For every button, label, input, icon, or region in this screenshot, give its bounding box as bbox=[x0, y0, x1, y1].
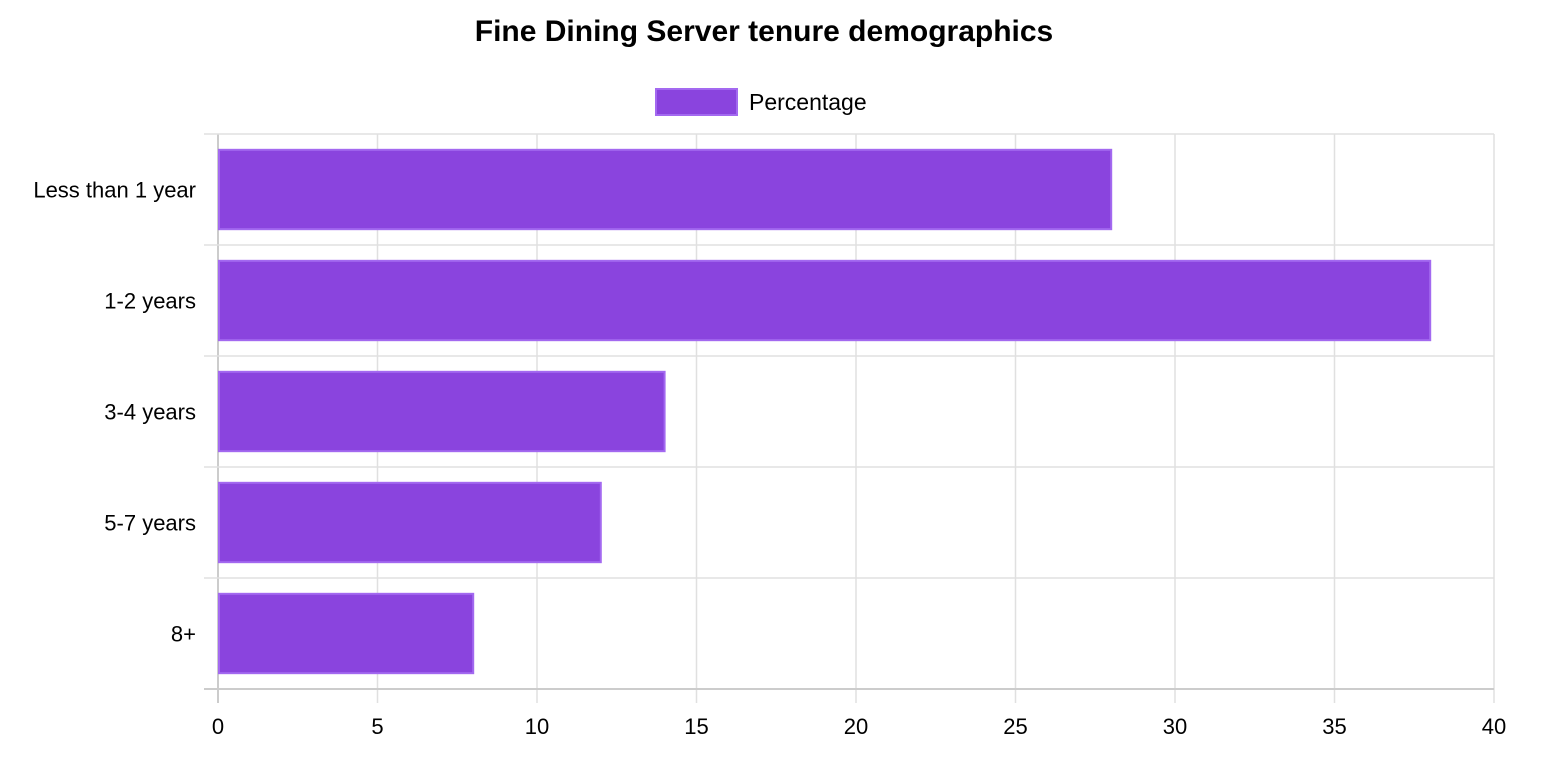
bar[interactable] bbox=[218, 259, 1432, 342]
x-tick-label: 25 bbox=[1003, 714, 1027, 739]
y-tick-label: 1-2 years bbox=[104, 289, 196, 314]
x-tick-label: 10 bbox=[525, 714, 549, 739]
legend[interactable]: Percentage bbox=[655, 88, 867, 116]
y-axis-labels: Less than 1 year 1-2 years 3-4 years 5-7 ye… bbox=[33, 178, 196, 647]
bar[interactable] bbox=[218, 481, 602, 564]
x-tick-label: 30 bbox=[1163, 714, 1187, 739]
y-tick-label: Less than 1 year bbox=[33, 178, 196, 203]
bars bbox=[218, 148, 1432, 675]
x-tick-label: 40 bbox=[1482, 714, 1506, 739]
x-tick-label: 35 bbox=[1322, 714, 1346, 739]
x-tick-label: 5 bbox=[371, 714, 383, 739]
legend-label-percentage[interactable]: Percentage bbox=[749, 89, 867, 115]
chart-title: Fine Dining Server tenure demographics bbox=[475, 15, 1053, 48]
bar[interactable] bbox=[218, 370, 666, 453]
x-tick-label: 0 bbox=[212, 714, 224, 739]
legend-swatch-percentage[interactable] bbox=[655, 88, 738, 116]
bar[interactable] bbox=[218, 148, 1113, 231]
x-tick-label: 15 bbox=[684, 714, 708, 739]
y-tick-label: 5-7 years bbox=[104, 511, 196, 536]
x-tick-label: 20 bbox=[844, 714, 868, 739]
bar[interactable] bbox=[218, 592, 475, 675]
y-tick-label: 3-4 years bbox=[104, 400, 196, 425]
x-axis-labels: 0 5 10 15 20 25 30 35 40 bbox=[212, 714, 1506, 739]
y-tick-label: 8+ bbox=[171, 622, 196, 647]
